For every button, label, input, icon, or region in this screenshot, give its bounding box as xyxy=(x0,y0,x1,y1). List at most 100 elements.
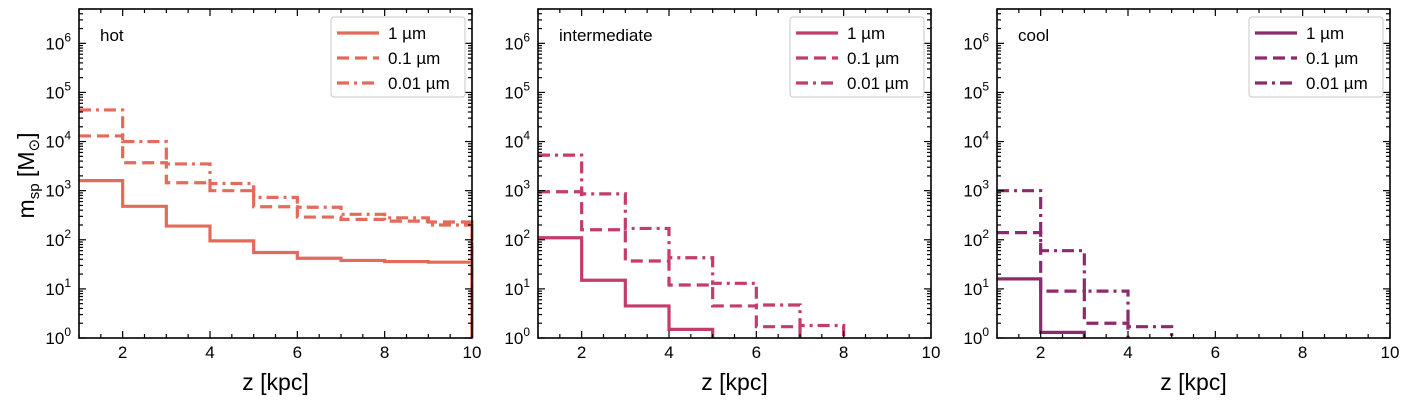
legend-box xyxy=(330,16,466,98)
y-tick-label: 100 xyxy=(504,325,530,348)
y-tick-base: 10 xyxy=(504,231,523,250)
y-tick-exponent: 0 xyxy=(982,325,989,339)
y-tick-base: 10 xyxy=(963,231,982,250)
y-tick-label: 105 xyxy=(45,79,71,102)
legend-label: 0.1 µm xyxy=(388,49,440,68)
y-tick-label: 100 xyxy=(45,325,71,348)
x-tick-label: 8 xyxy=(380,343,389,362)
y-tick-base: 10 xyxy=(45,182,64,201)
x-tick-label: 10 xyxy=(922,343,941,362)
y-axis-label-bracket: [M xyxy=(13,152,39,184)
y-tick-base: 10 xyxy=(45,329,64,348)
y-tick-exponent: 4 xyxy=(982,129,989,143)
y-tick-label: 102 xyxy=(963,227,989,250)
y-tick-label: 101 xyxy=(504,276,530,299)
y-tick-base: 10 xyxy=(963,182,982,201)
legend-label: 1 µm xyxy=(388,24,426,43)
x-tick-label: 10 xyxy=(1381,343,1400,362)
x-tick-label: 6 xyxy=(752,343,761,362)
x-axis-label: z [kpc] xyxy=(701,369,767,395)
x-tick-label: 2 xyxy=(118,343,127,362)
y-tick-base: 10 xyxy=(963,34,982,53)
y-axis-label-subscript: sp xyxy=(26,183,43,199)
y-tick-label: 104 xyxy=(45,129,71,152)
series-dashdot-line xyxy=(538,153,846,338)
x-tick-label: 8 xyxy=(839,343,848,362)
y-tick-exponent: 3 xyxy=(982,178,989,192)
y-tick-exponent: 4 xyxy=(64,129,71,143)
x-tick-label: 6 xyxy=(1211,343,1220,362)
y-tick-exponent: 5 xyxy=(523,79,530,93)
y-tick-label: 102 xyxy=(45,227,71,250)
y-tick-base: 10 xyxy=(45,34,64,53)
y-tick-base: 10 xyxy=(963,280,982,299)
y-tick-base: 10 xyxy=(504,133,523,152)
x-tick-label: 10 xyxy=(463,343,482,362)
y-tick-label: 103 xyxy=(45,178,71,201)
panel-label: hot xyxy=(100,26,124,45)
y-tick-exponent: 2 xyxy=(982,227,989,241)
y-tick-label: 102 xyxy=(504,227,530,250)
y-tick-base: 10 xyxy=(45,83,64,102)
panel-label: intermediate xyxy=(559,26,653,45)
series-dashdot-line xyxy=(79,108,474,338)
x-tick-label: 4 xyxy=(205,343,214,362)
legend-label: 0.1 µm xyxy=(847,49,899,68)
legend-label: 1 µm xyxy=(847,24,885,43)
legend-box xyxy=(789,16,925,98)
x-tick-label: 6 xyxy=(293,343,302,362)
y-tick-base: 10 xyxy=(45,280,64,299)
y-tick-exponent: 1 xyxy=(982,276,989,290)
series-dashed-line xyxy=(538,190,802,338)
y-tick-exponent: 0 xyxy=(523,325,530,339)
series-dashed-line xyxy=(997,230,1130,338)
y-tick-label: 104 xyxy=(504,129,530,152)
y-axis-label-main: m xyxy=(13,199,39,218)
x-tick-label: 2 xyxy=(577,343,586,362)
series-solid-line xyxy=(538,236,715,338)
y-tick-base: 10 xyxy=(963,133,982,152)
y-tick-exponent: 4 xyxy=(523,129,530,143)
y-tick-label: 104 xyxy=(963,129,989,152)
y-tick-base: 10 xyxy=(45,133,64,152)
legend-label: 0.01 µm xyxy=(1306,74,1368,93)
y-tick-base: 10 xyxy=(504,280,523,299)
y-tick-base: 10 xyxy=(504,34,523,53)
y-tick-base: 10 xyxy=(504,182,523,201)
y-tick-label: 103 xyxy=(963,178,989,201)
y-tick-exponent: 3 xyxy=(523,178,530,192)
y-tick-label: 105 xyxy=(504,79,530,102)
x-tick-label: 2 xyxy=(1036,343,1045,362)
y-tick-exponent: 1 xyxy=(523,276,530,290)
y-tick-base: 10 xyxy=(963,83,982,102)
y-axis-label-sun: ⊙ xyxy=(26,139,43,152)
y-tick-base: 10 xyxy=(504,329,523,348)
y-tick-exponent: 6 xyxy=(523,30,530,44)
y-tick-base: 10 xyxy=(963,329,982,348)
y-axis-label-close: ] xyxy=(13,133,39,139)
y-axis-label: msp [M⊙] xyxy=(13,133,43,219)
y-tick-exponent: 6 xyxy=(64,30,71,44)
y-tick-exponent: 5 xyxy=(982,79,989,93)
legend-label: 1 µm xyxy=(1306,24,1344,43)
y-tick-exponent: 6 xyxy=(982,30,989,44)
y-tick-exponent: 0 xyxy=(64,325,71,339)
y-tick-label: 106 xyxy=(504,30,530,53)
x-tick-label: 4 xyxy=(1123,343,1132,362)
y-tick-exponent: 2 xyxy=(64,227,71,241)
y-tick-label: 100 xyxy=(963,325,989,348)
y-tick-base: 10 xyxy=(504,83,523,102)
legend-label: 0.01 µm xyxy=(847,74,909,93)
y-tick-label: 103 xyxy=(504,178,530,201)
legend-label: 0.01 µm xyxy=(388,74,450,93)
y-tick-exponent: 2 xyxy=(523,227,530,241)
y-tick-label: 101 xyxy=(45,276,71,299)
y-tick-base: 10 xyxy=(45,231,64,250)
x-tick-label: 8 xyxy=(1298,343,1307,362)
y-tick-label: 101 xyxy=(963,276,989,299)
y-tick-exponent: 1 xyxy=(64,276,71,290)
series-dashed-line xyxy=(79,134,474,338)
